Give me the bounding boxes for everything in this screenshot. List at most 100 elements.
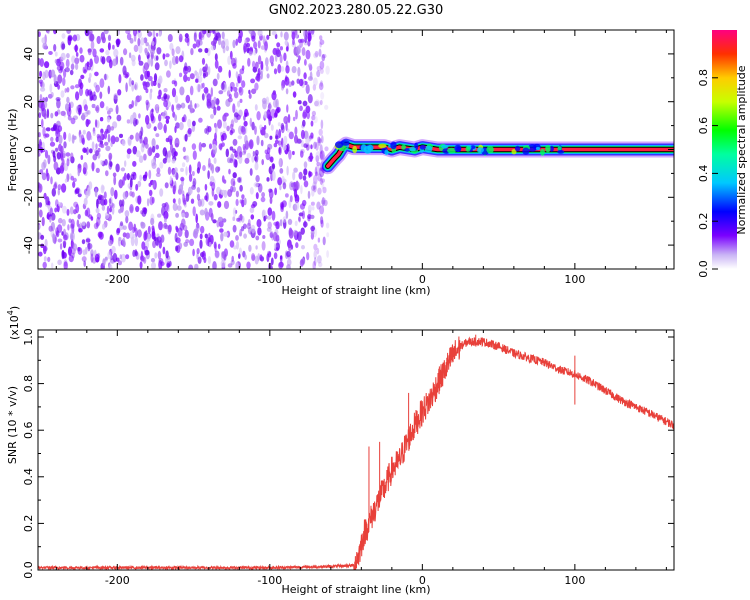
- noise-speckle: [320, 151, 323, 161]
- noise-speckle: [88, 77, 91, 83]
- noise-speckle: [281, 137, 284, 148]
- noise-speckle: [173, 151, 178, 157]
- noise-speckle: [56, 152, 61, 160]
- noise-speckle: [269, 232, 274, 239]
- noise-speckle: [280, 31, 283, 38]
- noise-speckle: [232, 39, 236, 49]
- noise-speckle: [79, 87, 83, 97]
- noise-speckle: [95, 150, 99, 157]
- noise-speckle: [305, 49, 311, 60]
- noise-speckle: [266, 34, 270, 40]
- noise-speckle: [189, 85, 194, 96]
- noise-speckle: [192, 120, 196, 127]
- y-tick-label: 0.2: [22, 515, 35, 533]
- noise-speckle: [248, 30, 253, 35]
- noise-speckle: [292, 150, 295, 156]
- noise-speckle: [113, 93, 119, 100]
- noise-speckle: [181, 116, 185, 123]
- noise-speckle: [122, 237, 126, 246]
- noise-speckle: [180, 176, 185, 182]
- noise-speckle: [57, 238, 63, 243]
- noise-speckle: [281, 85, 284, 91]
- noise-speckle: [217, 166, 221, 172]
- noise-speckle: [135, 250, 139, 257]
- noise-speckle: [289, 195, 293, 203]
- noise-speckle: [171, 80, 176, 85]
- noise-speckle: [313, 77, 318, 86]
- noise-speckle: [40, 102, 45, 112]
- noise-speckle: [273, 252, 278, 260]
- noise-speckle: [110, 141, 113, 148]
- noise-speckle: [150, 80, 154, 87]
- noise-speckle: [67, 34, 73, 41]
- noise-speckle: [55, 136, 59, 143]
- noise-speckle: [232, 138, 238, 146]
- noise-speckle: [315, 99, 320, 106]
- noise-speckle: [243, 233, 248, 239]
- noise-speckle: [271, 210, 276, 221]
- noise-speckle: [280, 66, 285, 72]
- noise-speckle: [86, 110, 91, 115]
- noise-speckle: [67, 115, 72, 121]
- noise-speckle: [219, 228, 224, 233]
- noise-speckle: [321, 54, 326, 62]
- noise-speckle: [106, 55, 112, 63]
- noise-speckle: [131, 59, 136, 67]
- noise-speckle: [149, 48, 155, 55]
- noise-speckle: [178, 33, 183, 43]
- noise-speckle: [163, 93, 168, 100]
- noise-speckle: [57, 202, 63, 207]
- noise-speckle: [142, 207, 147, 213]
- noise-speckle: [79, 189, 82, 195]
- noise-speckle: [303, 161, 308, 169]
- noise-speckle: [43, 256, 47, 262]
- noise-speckle: [172, 169, 177, 178]
- noise-speckle: [61, 43, 66, 50]
- noise-speckle: [75, 63, 79, 70]
- noise-speckle: [316, 100, 321, 107]
- noise-speckle: [229, 240, 235, 248]
- noise-speckle: [162, 53, 166, 60]
- noise-speckle: [246, 222, 252, 230]
- noise-speckle: [300, 150, 304, 158]
- noise-speckle: [161, 203, 167, 208]
- noise-speckle: [249, 187, 254, 195]
- noise-speckle: [317, 237, 321, 243]
- noise-speckle: [229, 123, 234, 130]
- noise-speckle: [175, 212, 180, 218]
- noise-speckle: [60, 52, 66, 61]
- noise-speckle: [319, 35, 323, 41]
- noise-speckle: [92, 48, 97, 58]
- noise-speckle: [88, 148, 93, 154]
- noise-speckle: [176, 205, 182, 211]
- noise-speckle: [84, 30, 90, 37]
- noise-speckle: [235, 198, 239, 207]
- noise-speckle: [101, 185, 105, 191]
- noise-speckle: [95, 167, 100, 173]
- noise-speckle: [43, 192, 47, 200]
- noise-speckle: [307, 94, 313, 104]
- noise-speckle: [310, 30, 315, 35]
- noise-speckle: [318, 254, 322, 262]
- noise-speckle: [305, 137, 310, 145]
- noise-speckle: [278, 261, 284, 269]
- noise-speckle: [301, 245, 305, 250]
- noise-speckle: [217, 216, 224, 222]
- noise-speckle: [125, 232, 131, 239]
- noise-speckle: [222, 218, 227, 223]
- noise-speckle: [285, 193, 289, 198]
- noise-speckle: [200, 225, 205, 234]
- noise-speckle: [122, 225, 127, 230]
- noise-speckle: [128, 221, 134, 231]
- noise-speckle: [39, 94, 43, 101]
- noise-speckle: [86, 119, 91, 125]
- noise-speckle: [181, 162, 186, 168]
- noise-speckle: [122, 232, 127, 238]
- noise-speckle: [257, 55, 262, 65]
- noise-speckle: [271, 170, 276, 181]
- noise-speckle: [286, 264, 291, 269]
- noise-speckle: [195, 78, 199, 83]
- noise-speckle: [285, 65, 290, 74]
- noise-speckle: [65, 58, 70, 68]
- noise-speckle: [282, 182, 287, 190]
